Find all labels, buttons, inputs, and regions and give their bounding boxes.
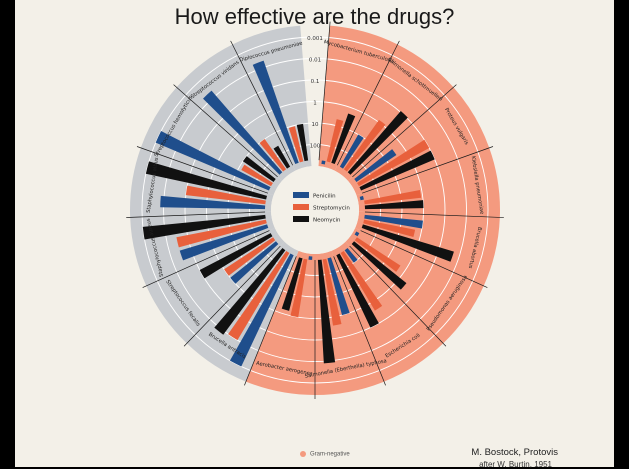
bar-streptomycin [343,119,386,172]
bar-neomycin [145,161,268,200]
credit-text: M. Bostock, Protovis [471,447,558,458]
bar-penicilin [359,195,364,201]
bar-neomycin [361,224,454,262]
bar-neomycin [347,111,408,175]
bar-penicilin [327,257,350,316]
bar-neomycin [296,123,309,162]
bar-neomycin [359,150,435,191]
bar-penicilin [354,149,397,183]
scale-label: 0.1 [311,79,320,85]
spoke-line [364,211,504,218]
bar-streptomycin [259,139,287,172]
gram-legend-label: Gram-negative [310,451,350,458]
inner-hole [271,166,359,254]
bar-neomycin [331,113,356,165]
spoke-line [352,84,457,178]
slide-title: How effective are the drugs? [174,4,455,29]
spoke-line [244,256,297,386]
bar-penicilin [339,134,364,169]
bar-penicilin [230,241,279,284]
bar-streptomycin [357,139,430,187]
legend-swatch [293,192,309,198]
scale-label: 1 [313,101,317,107]
bar-streptomycin [364,190,422,205]
spoke-line [361,146,494,194]
bar-penicilin [203,90,283,175]
legend-label: Streptomycin [313,206,350,212]
slide: How effective are the drugs? 0.001 0.01 0.… [15,0,614,469]
bar-neomycin [364,200,424,210]
spoke-line [183,245,281,347]
bar-neomycin [336,253,379,328]
bar-streptomycin [363,219,416,238]
bar-streptomycin [185,185,266,205]
scale-label: 10 [312,122,319,128]
bar-neomycin [317,259,336,364]
bar-penicilin [229,253,294,367]
bar-penicilin [252,60,299,165]
spoke-line [230,40,293,166]
bar-penicilin [308,256,313,260]
bar-penicilin [344,247,358,263]
scale-label: 100 [310,144,321,150]
bar-penicilin [160,195,266,210]
bar-streptomycin [354,237,401,272]
bar-streptomycin [176,219,267,248]
bar-streptomycin [326,119,344,163]
legend-swatch [293,216,309,222]
gram-legend: Gram-negative [300,451,350,458]
spoke-line [173,84,278,178]
bar-penicilin [155,131,271,191]
legend-label: Penicilin [313,194,336,200]
spoke-line [126,211,266,218]
bar-neomycin [281,257,303,311]
spoke-line [142,230,270,288]
bar-streptomycin [241,164,273,187]
spoke-line [337,40,400,166]
gram-negative-swatch [300,451,306,457]
bar-streptomycin [228,250,290,341]
bar-streptomycin [224,237,276,276]
bar-penicilin [354,231,360,237]
scale-label: 0.01 [309,58,321,64]
bar-penicilin [179,224,269,261]
bar-neomycin [242,156,276,183]
scale-label: 0.001 [307,36,323,42]
credit-subtext: after W. Burtin, 1951 [479,460,552,469]
bar-streptomycin [322,258,342,326]
bar-neomycin [351,241,407,290]
bar-neomycin [142,214,266,240]
bar-neomycin [273,145,291,169]
bar-penicilin [364,214,423,229]
spoke-line [349,245,447,347]
spoke-line [333,256,386,386]
spoke-line [318,21,331,161]
legend-swatch [293,204,309,210]
bar-neomycin [214,247,286,335]
spoke-line [136,146,269,194]
legend-label: Neomycin [313,218,341,224]
bar-neomycin [199,233,273,279]
bar-streptomycin [340,250,383,311]
bar-streptomycin [290,258,308,318]
bar-streptomycin [288,126,304,163]
spoke-line [360,230,488,288]
bar-penicilin [321,160,326,165]
